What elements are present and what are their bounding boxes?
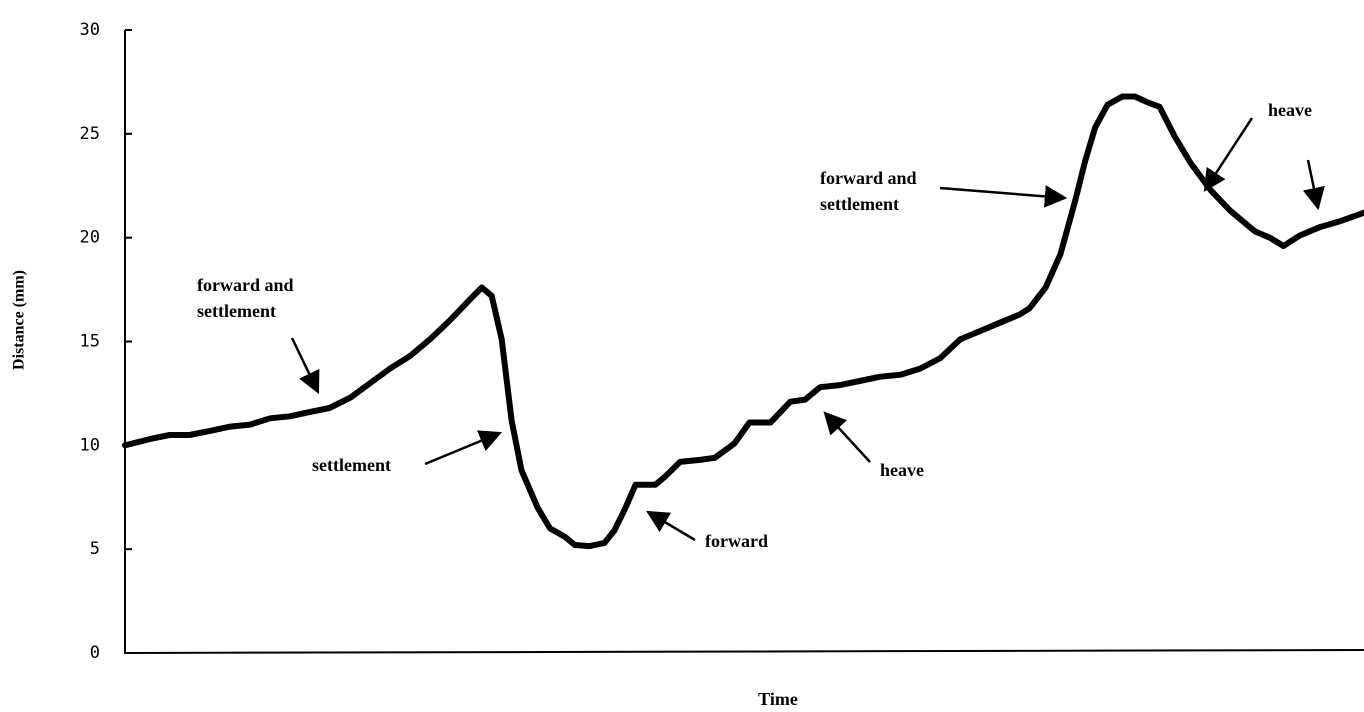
- annotation: heave: [1268, 100, 1312, 120]
- annotation-arrow: [1302, 159, 1325, 211]
- annotation-arrow: [939, 185, 1068, 208]
- y-tick-label: 25: [80, 124, 100, 144]
- x-axis-label: Time: [758, 689, 798, 709]
- annotation-arrow: [823, 411, 871, 463]
- annotation: settlement: [820, 194, 899, 214]
- x-axis: [123, 649, 1364, 654]
- y-tick-label: 5: [90, 539, 100, 559]
- annotation: settlement: [197, 301, 276, 321]
- annotation: settlement: [312, 455, 391, 475]
- annotation-arrow: [646, 510, 696, 542]
- annotation-arrow: [424, 430, 503, 466]
- y-tick-label: 20: [80, 228, 100, 248]
- data-line: [122, 93, 1364, 550]
- y-tick-label: 15: [80, 332, 100, 352]
- annotation: heave: [880, 460, 924, 480]
- y-tick-label: 10: [80, 435, 100, 455]
- y-tick-label: 30: [80, 20, 100, 40]
- annotation-arrow: [1203, 117, 1254, 192]
- annotation: forward and: [820, 168, 917, 188]
- y-axis-label: Distance (mm): [11, 270, 28, 370]
- y-tick-label: 0: [90, 643, 100, 663]
- annotation: forward and: [197, 275, 294, 295]
- annotation-arrow: [290, 337, 320, 395]
- annotation: forward: [705, 531, 768, 551]
